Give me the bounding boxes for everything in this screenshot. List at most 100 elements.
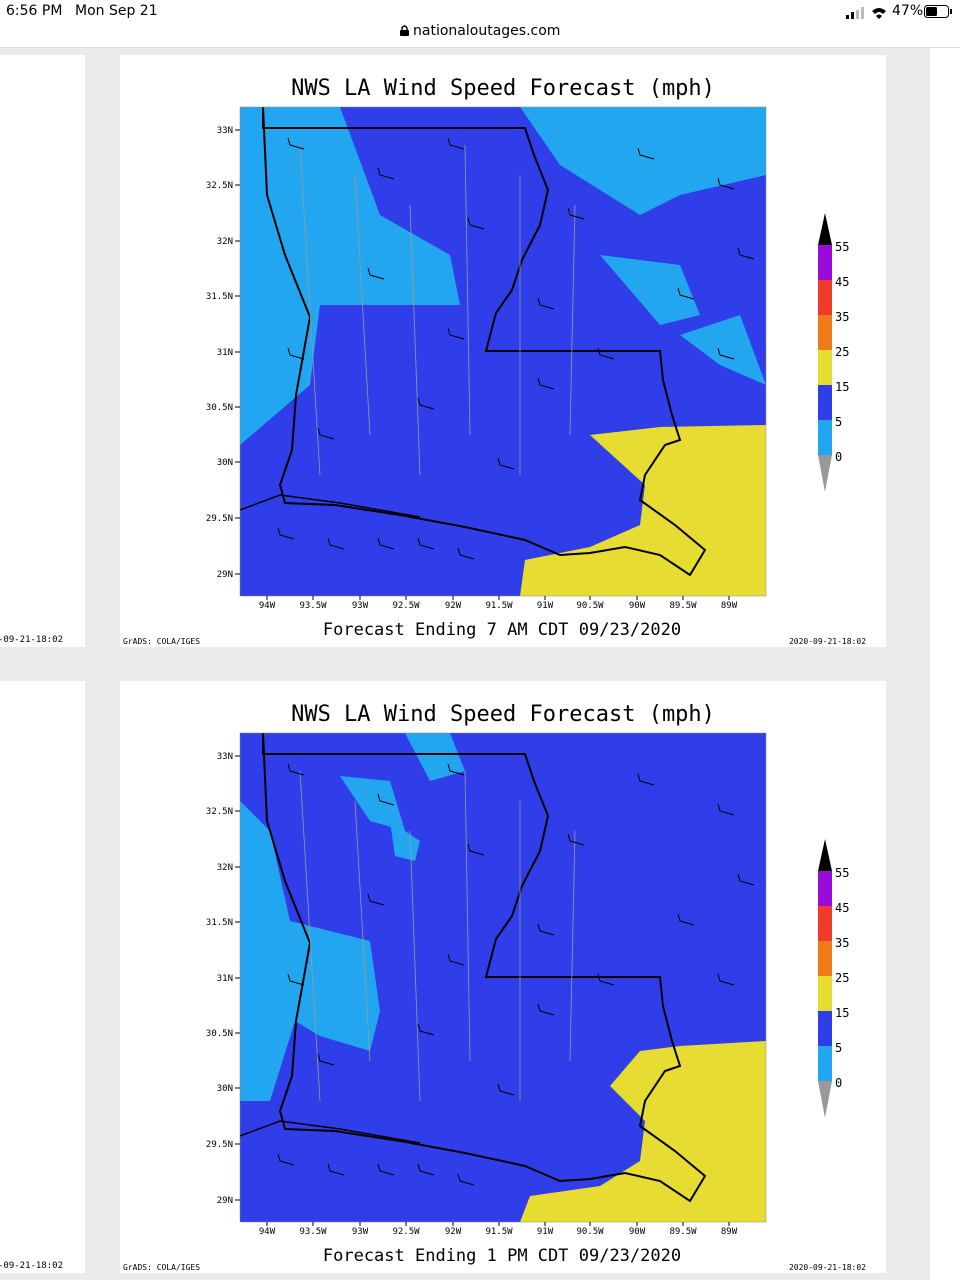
lon-label: 90.5W [576, 1227, 604, 1237]
legend-label: 0 [835, 450, 842, 464]
wind-barb [497, 457, 515, 470]
forecast-footer: Forecast Ending 7 AM CDT 09/23/2020 [323, 620, 681, 640]
wind-barb [597, 973, 615, 986]
page-edge [930, 48, 960, 1280]
wind-barb [377, 167, 395, 180]
legend-swatch [818, 350, 832, 385]
wind-barb [367, 267, 385, 280]
map-title: NWS LA Wind Speed Forecast (mph) [291, 76, 715, 101]
legend-label: 25 [835, 971, 849, 985]
parish-line [409, 830, 421, 1102]
light-blue-zone [405, 733, 465, 781]
parish-line [569, 830, 576, 1062]
wind-barb [447, 137, 465, 150]
legend-label: 45 [835, 275, 849, 289]
parish-line [464, 770, 471, 1062]
wind-barb [457, 1173, 475, 1186]
legend-label: 25 [835, 345, 849, 359]
wind-barb [467, 843, 485, 856]
lon-label: 92W [445, 1227, 462, 1237]
legend-bottom [818, 455, 832, 492]
lon-label: 89.5W [669, 1227, 697, 1237]
forecast-footer: Forecast Ending 1 PM CDT 09/23/2020 [323, 1246, 681, 1266]
lat-label: 32N [217, 863, 233, 873]
legend-label: 5 [835, 1041, 842, 1055]
wind-barb [567, 207, 585, 220]
wind-barb [367, 893, 385, 906]
lon-label: 91W [537, 601, 554, 611]
wind-barb [677, 287, 695, 300]
parish-line [299, 770, 321, 1102]
lat-label: 31.5N [206, 292, 233, 302]
wind-barb [417, 1023, 435, 1036]
lon-label: 89W [721, 601, 738, 611]
lat-label: 31N [217, 348, 233, 358]
legend-label: 15 [835, 380, 849, 394]
wind-barb [447, 327, 465, 340]
lock-icon [399, 25, 409, 36]
address-bar[interactable]: nationaloutages.com [0, 23, 960, 39]
lon-label: 92W [445, 601, 462, 611]
lon-label: 93.5W [299, 1227, 327, 1237]
forecast-map: NWS LA Wind Speed Forecast (mph) 33N 32.5N… [123, 702, 866, 1272]
light-blue-zone [600, 255, 700, 325]
parish-line [354, 800, 371, 1062]
wind-barb [277, 527, 295, 540]
wind-barb [457, 547, 475, 560]
wind-barb [497, 1083, 515, 1096]
wind-barb [327, 537, 345, 550]
legend-bottom [818, 1081, 832, 1118]
lon-label: 93W [352, 601, 369, 611]
wind-barb [567, 833, 585, 846]
parish-line [354, 174, 371, 436]
legend-label: 55 [835, 240, 849, 254]
lon-label: 92.5W [392, 601, 420, 611]
lon-label: 90W [629, 601, 646, 611]
wind-barb [717, 177, 735, 190]
wind-barb [317, 1053, 335, 1066]
parish-line [409, 204, 421, 476]
forecast-panel: NWS LA Wind Speed Forecast (mph) 33N 32.5N… [120, 681, 886, 1273]
lon-label: 93.5W [299, 601, 327, 611]
wind-barb [317, 427, 335, 440]
battery-icon [924, 5, 952, 18]
lat-label: 30.5N [206, 403, 233, 413]
lat-label: 30.5N [206, 1029, 233, 1039]
legend-label: 45 [835, 901, 849, 915]
legend-swatch [818, 315, 832, 350]
parish-line [569, 204, 576, 436]
lon-label: 91W [537, 1227, 554, 1237]
wind-barb [537, 297, 555, 310]
state-outline [262, 106, 707, 577]
legend-label: 55 [835, 866, 849, 880]
lat-label: 32.5N [206, 181, 233, 191]
parish-line [299, 144, 321, 476]
legend-label: 15 [835, 1006, 849, 1020]
wind-barb [737, 873, 755, 886]
legend-swatch [818, 280, 832, 315]
wind-barb [537, 923, 555, 936]
light-blue-zone [340, 776, 405, 831]
lon-label: 91.5W [485, 1227, 513, 1237]
side-panel: -09-21-18:02 [0, 681, 85, 1273]
wind-barb [417, 1163, 435, 1176]
time: 6:56 PM [6, 3, 63, 19]
light-blue-zone [390, 821, 420, 861]
wind-barb [537, 377, 555, 390]
lon-label: 94W [259, 1227, 276, 1237]
wind-barb [677, 913, 695, 926]
side-timestamp: -09-21-18:02 [0, 1261, 64, 1271]
legend-top [818, 213, 832, 245]
wind-barb [717, 803, 735, 816]
legend-swatch [818, 420, 832, 455]
lat-label: 30N [217, 458, 233, 468]
legend-swatch [818, 1011, 832, 1046]
legend-label: 0 [835, 1076, 842, 1090]
lat-label: 31N [217, 974, 233, 984]
status-icons [846, 7, 886, 19]
timestamp: 2020-09-21-18:02 [789, 1263, 866, 1272]
credit: GrADS: COLA/IGES [123, 1263, 200, 1272]
legend-swatch [818, 385, 832, 420]
browser-bar: 6:56 PM Mon Sep 21 47% nationaloutages.c… [0, 0, 960, 48]
